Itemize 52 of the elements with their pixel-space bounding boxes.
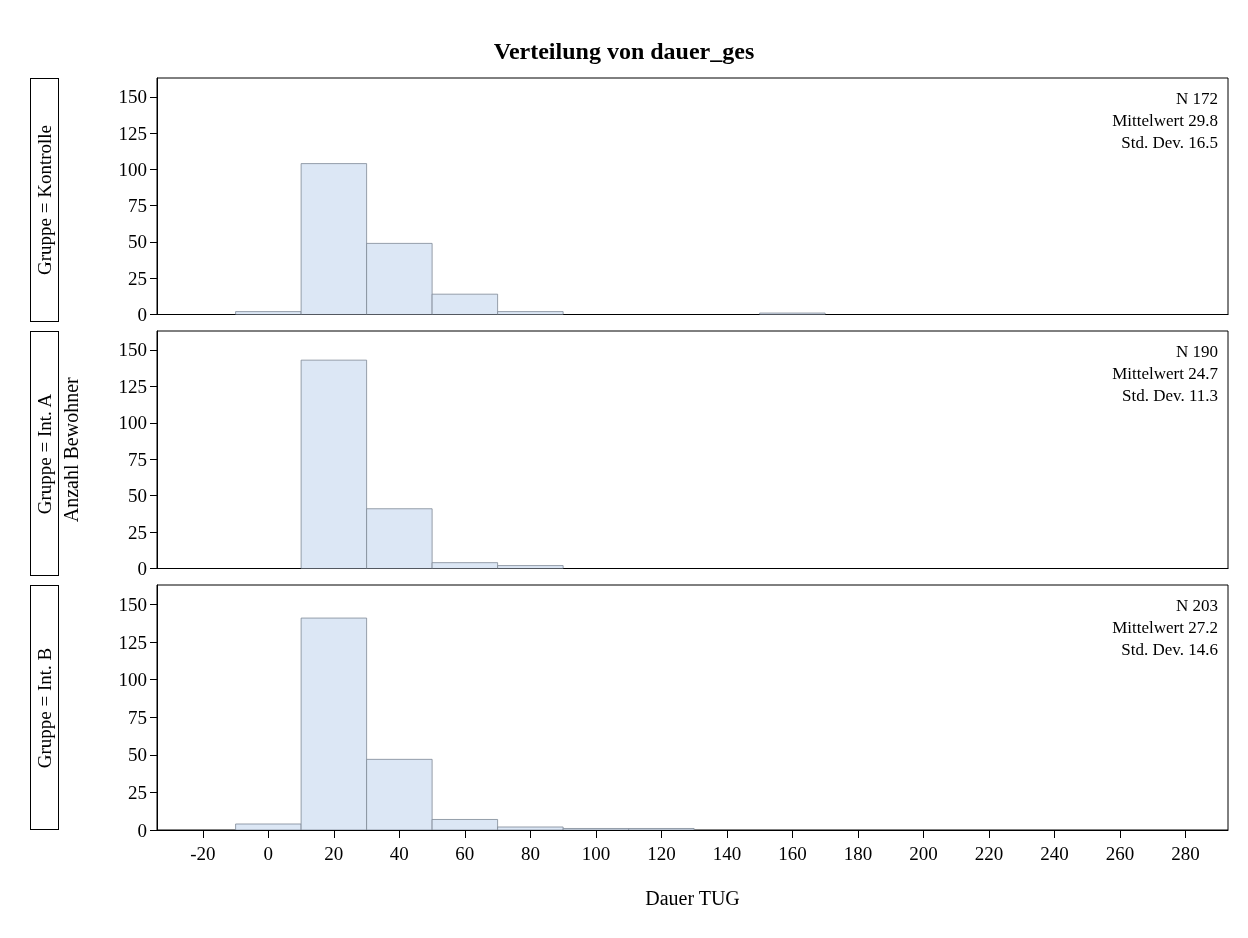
x-tick-label: 200 xyxy=(909,843,938,864)
x-tick-label: 80 xyxy=(520,843,540,864)
y-tick-label: 50 xyxy=(128,231,147,253)
x-tick-label: 220 xyxy=(974,843,1004,864)
y-tick-label: 150 xyxy=(118,339,147,361)
annotation: N 190 xyxy=(1175,342,1218,361)
y-tick-label: 75 xyxy=(128,706,147,728)
x-tick-label: 280 xyxy=(1171,843,1200,864)
x-tick-label: 260 xyxy=(1105,843,1135,864)
annotation: Std. Dev. 14.6 xyxy=(1121,640,1218,659)
x-tick-label: 180 xyxy=(843,843,873,864)
x-tick-label: 160 xyxy=(778,843,807,864)
y-tick-label: 50 xyxy=(128,744,147,766)
y-tick-label: 50 xyxy=(128,485,147,507)
annotation: Mittelwert 27.2 xyxy=(1112,618,1218,637)
x-tick-label: 140 xyxy=(712,843,742,864)
x-axis-title: Dauer TUG xyxy=(645,887,740,909)
y-tick-label: 150 xyxy=(118,594,147,616)
annotation: Std. Dev. 11.3 xyxy=(1121,386,1218,405)
y-tick-label: 100 xyxy=(118,669,147,691)
text: Gruppe = Kontrolle xyxy=(33,124,56,276)
y-tick-label: 100 xyxy=(118,158,147,180)
text: Gruppe = Int. A xyxy=(33,393,56,514)
annotation: Mittelwert 29.8 xyxy=(1112,111,1218,130)
y-tick-label: 150 xyxy=(118,86,147,108)
x-tick-label: 60 xyxy=(455,843,475,864)
y-axis-title: Anzahl Bewohner xyxy=(60,376,82,523)
annotation: Std. Dev. 16.5 xyxy=(1121,133,1218,152)
x-tick-label: -20 xyxy=(190,843,216,864)
y-tick-label: 25 xyxy=(128,521,147,543)
y-tick-label: 125 xyxy=(118,631,147,653)
text: Gruppe = Int. B xyxy=(33,647,56,768)
y-tick-label: 75 xyxy=(128,448,147,470)
y-tick-label: 0 xyxy=(137,304,147,325)
x-tick-label: 20 xyxy=(324,843,344,864)
x-tick-label: 240 xyxy=(1040,843,1069,864)
y-tick-label: 0 xyxy=(137,558,147,579)
y-tick-label: 0 xyxy=(137,819,147,841)
x-tick-label: 120 xyxy=(647,843,676,864)
x-tick-label: 100 xyxy=(581,843,611,864)
x-tick-label: 40 xyxy=(389,843,409,864)
y-tick-label: 25 xyxy=(128,267,147,289)
y-tick-label: 75 xyxy=(128,195,147,217)
y-tick-label: 100 xyxy=(118,412,147,434)
y-tick-label: 125 xyxy=(118,375,147,397)
y-tick-label: 125 xyxy=(118,122,147,144)
annotation: Mittelwert 24.7 xyxy=(1112,364,1219,383)
x-tick-label: 0 xyxy=(263,843,274,864)
annotation: N 172 xyxy=(1175,89,1218,108)
y-tick-label: 25 xyxy=(128,781,147,803)
annotation: N 203 xyxy=(1175,596,1218,615)
chart-title: Verteilung von dauer_ges xyxy=(493,38,755,64)
